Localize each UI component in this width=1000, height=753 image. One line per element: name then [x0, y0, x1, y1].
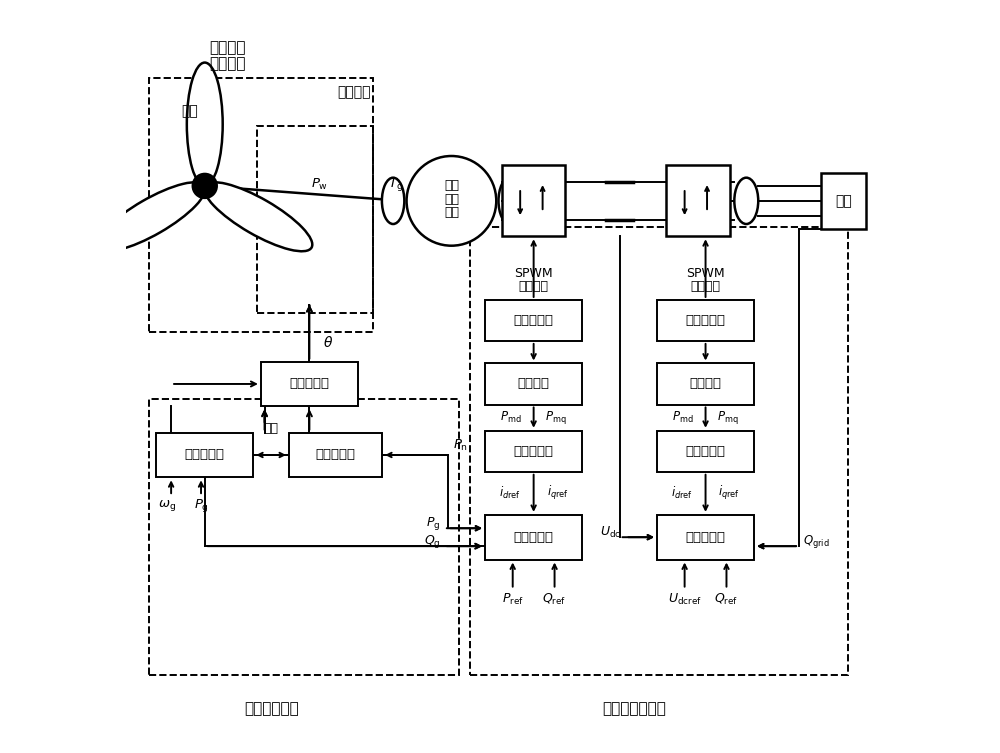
- Text: $\theta$: $\theta$: [323, 335, 333, 350]
- Bar: [156, 432, 253, 477]
- Text: $U_{\mathrm{dc}}$: $U_{\mathrm{dc}}$: [600, 525, 621, 540]
- Text: 脉冲信号: 脉冲信号: [691, 279, 721, 293]
- Text: $P_{\mathrm{w}}$: $P_{\mathrm{w}}$: [311, 177, 328, 192]
- Ellipse shape: [382, 178, 404, 224]
- Text: $i_{q\mathrm{ref}}$: $i_{q\mathrm{ref}}$: [547, 484, 569, 502]
- Text: 坐标变换: 坐标变换: [518, 377, 550, 391]
- Text: 耦合: 耦合: [264, 422, 279, 434]
- Bar: [289, 432, 382, 477]
- Circle shape: [407, 156, 496, 245]
- Text: 同步: 同步: [444, 193, 459, 206]
- Text: $Q_{\mathrm{grid}}$: $Q_{\mathrm{grid}}$: [803, 533, 829, 550]
- Text: 系统模块: 系统模块: [209, 56, 245, 72]
- Bar: [657, 364, 754, 404]
- Text: 桨叶: 桨叶: [181, 104, 198, 118]
- Text: $Q_{\mathrm{ref}}$: $Q_{\mathrm{ref}}$: [542, 592, 567, 607]
- Text: 变频器控制模块: 变频器控制模块: [603, 702, 666, 717]
- Bar: [657, 515, 754, 559]
- Text: $P_{\mathrm{mq}}$: $P_{\mathrm{mq}}$: [717, 409, 739, 426]
- Text: $P_{\mathrm{ref}}$: $P_{\mathrm{ref}}$: [502, 592, 524, 607]
- Text: 转速控制器: 转速控制器: [185, 449, 225, 462]
- Text: $P_{\mathrm{n}}$: $P_{\mathrm{n}}$: [453, 437, 468, 453]
- Bar: [149, 399, 459, 675]
- Text: $Q_{\mathrm{ref}}$: $Q_{\mathrm{ref}}$: [714, 592, 739, 607]
- Ellipse shape: [97, 182, 206, 252]
- Bar: [257, 126, 373, 313]
- Bar: [485, 364, 582, 404]
- Bar: [485, 431, 582, 472]
- Text: 功率控制器: 功率控制器: [316, 449, 356, 462]
- Text: 电机: 电机: [444, 206, 459, 219]
- Text: $i_{d\mathrm{ref}}$: $i_{d\mathrm{ref}}$: [671, 485, 693, 501]
- Text: $\omega_{\mathrm{g}}$: $\omega_{\mathrm{g}}$: [158, 498, 176, 513]
- Text: $P_{\mathrm{md}}$: $P_{\mathrm{md}}$: [500, 410, 522, 425]
- Text: SPWM: SPWM: [686, 267, 725, 280]
- Text: $P_{\mathrm{md}}$: $P_{\mathrm{md}}$: [672, 410, 694, 425]
- Bar: [470, 227, 848, 675]
- Text: 内环调节器: 内环调节器: [686, 445, 726, 458]
- Circle shape: [193, 174, 217, 198]
- Text: $P_{\mathrm{g}}$: $P_{\mathrm{g}}$: [426, 515, 440, 532]
- Text: $Q_{\mathrm{g}}$: $Q_{\mathrm{g}}$: [424, 533, 440, 550]
- Ellipse shape: [499, 178, 521, 224]
- Text: $P_{\mathrm{mq}}$: $P_{\mathrm{mq}}$: [545, 409, 567, 426]
- Text: $i_{d\mathrm{ref}}$: $i_{d\mathrm{ref}}$: [499, 485, 521, 501]
- Text: 空气动力: 空气动力: [209, 40, 245, 55]
- Bar: [657, 431, 754, 472]
- Text: 门极控制器: 门极控制器: [686, 314, 726, 327]
- Bar: [502, 166, 565, 236]
- Bar: [657, 300, 754, 341]
- Bar: [485, 300, 582, 341]
- Bar: [666, 166, 730, 236]
- Text: 轴系模块: 轴系模块: [337, 86, 371, 99]
- Text: $T_{\mathrm{g}}$: $T_{\mathrm{g}}$: [388, 176, 403, 193]
- Text: 伺服控制器: 伺服控制器: [289, 377, 329, 391]
- Text: 坐标变换: 坐标变换: [690, 377, 722, 391]
- Ellipse shape: [187, 62, 223, 186]
- Text: 永磁: 永磁: [444, 179, 459, 193]
- Bar: [149, 78, 373, 331]
- Bar: [485, 515, 582, 559]
- Text: 内环调节器: 内环调节器: [514, 445, 554, 458]
- Bar: [261, 361, 358, 407]
- Bar: [821, 173, 866, 229]
- Text: SPWM: SPWM: [514, 267, 553, 280]
- Text: 外环调节器: 外环调节器: [686, 531, 726, 544]
- Ellipse shape: [204, 182, 312, 252]
- Text: 网络: 网络: [835, 194, 852, 208]
- Text: 桨距系统模块: 桨距系统模块: [245, 702, 299, 717]
- Text: $i_{q\mathrm{ref}}$: $i_{q\mathrm{ref}}$: [718, 484, 740, 502]
- Text: $U_{\mathrm{dcref}}$: $U_{\mathrm{dcref}}$: [668, 592, 702, 607]
- Text: 门极控制器: 门极控制器: [514, 314, 554, 327]
- Text: 脉冲信号: 脉冲信号: [519, 279, 549, 293]
- Text: $P_{\mathrm{g}}$: $P_{\mathrm{g}}$: [194, 496, 209, 514]
- Ellipse shape: [734, 178, 758, 224]
- Text: 外环调节器: 外环调节器: [514, 531, 554, 544]
